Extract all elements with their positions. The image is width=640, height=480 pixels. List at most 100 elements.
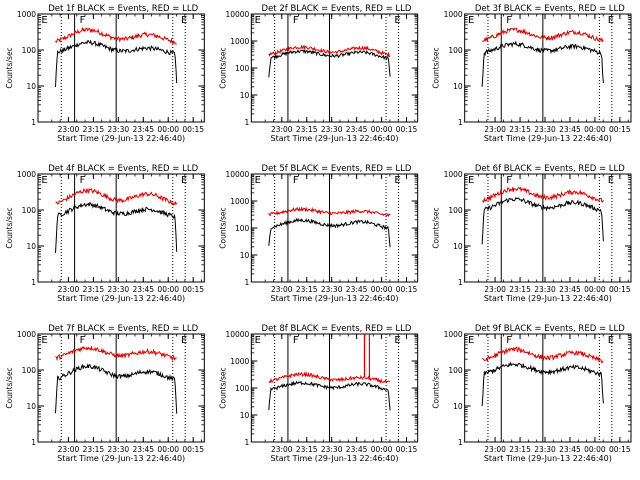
x-tick-label: 23:15 (296, 125, 318, 134)
y-tick-label: 10000 (225, 170, 249, 179)
x-tick-label: 00:15 (609, 125, 631, 134)
interval-marker-label: E (394, 15, 400, 26)
series-lld-line (481, 27, 604, 43)
x-axis-label: Start Time (29-Jun-13 22:46:40) (57, 294, 185, 303)
x-axis-label: Start Time (29-Jun-13 22:46:40) (57, 134, 185, 143)
interval-marker-label: F (506, 335, 512, 346)
interval-marker-label: F (293, 15, 299, 26)
interval-marker-label: F (80, 335, 86, 346)
x-axis-label: Start Time (29-Jun-13 22:46:40) (271, 294, 399, 303)
y-axis-label: Counts/sec (218, 207, 227, 248)
y-tick-label: 100 (235, 64, 250, 73)
x-axis-label: Start Time (29-Jun-13 22:46:40) (271, 454, 399, 463)
interval-marker-label: E (468, 335, 474, 346)
x-tick-label: 23:15 (509, 125, 531, 134)
interval-marker-label: E (181, 175, 187, 186)
y-tick-label: 1 (245, 278, 250, 287)
x-axis-label: Start Time (29-Jun-13 22:46:40) (484, 454, 612, 463)
y-tick-label: 1 (31, 278, 36, 287)
y-tick-label: 100 (448, 206, 463, 215)
panel-5: Det 5f BLACK = Events, RED = LLD 1 10 100 10… (218, 164, 419, 303)
plot-frame (250, 13, 419, 123)
series-lld-line (55, 345, 177, 362)
x-axis-label: Start Time (29-Jun-13 22:46:40) (271, 134, 399, 143)
y-axis-label: Counts/sec (5, 367, 14, 408)
x-tick-label: 23:00 (484, 285, 506, 294)
y-tick-label: 100 (448, 46, 463, 55)
interval-marker-label: E (255, 175, 261, 186)
panel-4: Det 4f BLACK = Events, RED = LLD 1 10 100 10… (5, 164, 205, 303)
x-tick-label: 23:00 (58, 445, 80, 454)
interval-marker-label: E (608, 335, 614, 346)
interval-marker-label: E (468, 15, 474, 26)
series-events-line (55, 39, 178, 88)
x-tick-label: 23:45 (559, 445, 581, 454)
panel-title: Det 9f BLACK = Events, RED = LLD (475, 324, 625, 334)
y-tick-label: 10000 (225, 330, 249, 339)
interval-marker-label: F (80, 15, 86, 26)
x-tick-label: 23:30 (108, 285, 130, 294)
x-tick-label: 23:00 (484, 125, 506, 134)
y-tick-label: 1000 (444, 170, 463, 179)
series-lld-line (55, 26, 177, 46)
x-tick-label: 23:45 (559, 285, 581, 294)
y-tick-label: 10 (240, 251, 250, 260)
x-tick-label: 23:00 (271, 445, 293, 454)
y-tick-label: 10 (26, 402, 36, 411)
x-axis-label: Start Time (29-Jun-13 22:46:40) (484, 294, 612, 303)
series-lld-line (481, 186, 604, 203)
y-tick-label: 100 (448, 366, 463, 375)
x-tick-label: 00:00 (584, 445, 606, 454)
interval-marker-label: F (80, 175, 86, 186)
series-events-line (268, 380, 391, 411)
panel-9: Det 9f BLACK = Events, RED = LLD 1 10 100 10… (432, 324, 632, 463)
x-tick-label: 00:00 (371, 445, 393, 454)
y-tick-label: 10 (26, 242, 36, 251)
interval-marker-label: E (181, 15, 187, 26)
y-tick-label: 1000 (444, 10, 463, 19)
series-events-line (268, 48, 391, 78)
y-tick-label: 1000 (17, 330, 36, 339)
y-tick-label: 10000 (225, 10, 249, 19)
interval-marker-label: E (468, 175, 474, 186)
x-tick-label: 23:45 (132, 285, 154, 294)
y-tick-label: 10 (453, 402, 463, 411)
y-tick-label: 100 (235, 384, 250, 393)
x-tick-label: 00:15 (182, 125, 204, 134)
x-tick-label: 00:15 (609, 285, 631, 294)
x-tick-label: 00:15 (396, 125, 418, 134)
y-axis-label: Counts/sec (5, 207, 14, 248)
plot-frame (37, 333, 205, 443)
x-tick-label: 00:00 (157, 445, 179, 454)
series-lld-line (268, 371, 391, 385)
plot-frame (37, 173, 205, 283)
y-tick-label: 10 (240, 411, 250, 420)
interval-marker-label: E (608, 175, 614, 186)
x-tick-label: 23:00 (484, 445, 506, 454)
x-tick-label: 23:30 (534, 285, 556, 294)
series-lld-line (268, 206, 391, 218)
series-events-line (55, 363, 178, 414)
series-lld-line (268, 44, 391, 58)
panel-3: Det 3f BLACK = Events, RED = LLD 1 10 100 10… (432, 4, 632, 143)
x-tick-label: 00:00 (157, 125, 179, 134)
x-tick-label: 23:45 (346, 285, 368, 294)
y-tick-label: 1000 (444, 330, 463, 339)
y-tick-label: 1 (31, 438, 36, 447)
panel-2: Det 2f BLACK = Events, RED = LLD 1 10 100 10… (218, 4, 419, 143)
y-tick-label: 100 (22, 366, 37, 375)
x-tick-label: 23:45 (132, 125, 154, 134)
x-tick-label: 00:15 (396, 285, 418, 294)
interval-marker-label: E (41, 335, 47, 346)
y-tick-label: 10 (240, 91, 250, 100)
x-tick-label: 23:30 (534, 445, 556, 454)
x-tick-label: 00:15 (396, 445, 418, 454)
series-lld-spike (363, 334, 371, 378)
y-axis-label: Counts/sec (218, 367, 227, 408)
y-tick-label: 1000 (230, 357, 249, 366)
series-events-line (481, 361, 604, 407)
panel-title: Det 7f BLACK = Events, RED = LLD (48, 324, 198, 334)
y-axis-label: Counts/sec (432, 47, 441, 88)
interval-marker-label: E (255, 15, 261, 26)
x-tick-label: 23:45 (346, 125, 368, 134)
